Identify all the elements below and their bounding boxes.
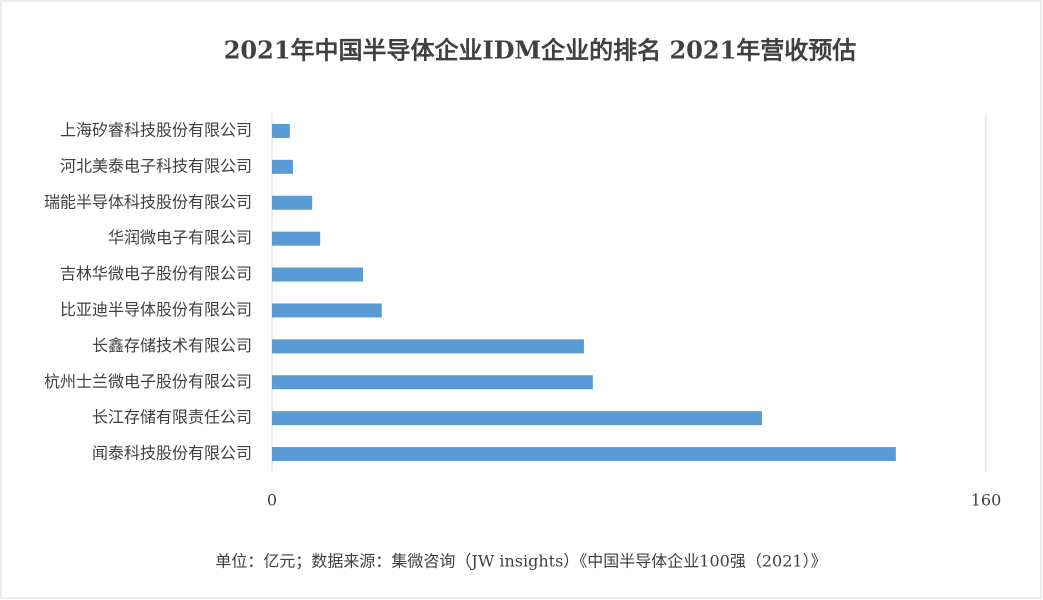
y-tick-label: 上海矽睿科技股份有限公司 [60,120,252,139]
y-tick-label: 河北美泰电子科技有限公司 [60,156,252,175]
y-tick-label: 长鑫存储技术有限公司 [92,336,252,355]
bar [272,447,896,462]
bar [272,303,382,318]
y-tick-label: 吉林华微电子股份有限公司 [60,264,252,283]
chart-title: 2021年中国半导体企业IDM企业的排名 2021年营收预估 [224,36,857,65]
bar [272,375,593,390]
y-tick-label: 比亚迪半导体股份有限公司 [60,300,252,319]
y-tick-label: 长江存储有限责任公司 [92,408,252,427]
bar [272,267,364,282]
bar [272,411,762,426]
y-tick-label: 杭州士兰微电子股份有限公司 [44,372,252,391]
bar [272,339,584,354]
note: 单位：亿元；数据来源：集微咨询（JW insights）《中国半导体企业100强… [215,552,826,571]
bar [272,231,321,246]
bar [272,123,290,138]
x-tick-label: 0 [267,491,277,510]
bar [272,159,293,174]
x-tick-label: 160 [971,491,1002,510]
bar [272,195,313,210]
y-tick-label: 闻泰科技股份有限公司 [92,444,252,463]
y-tick-label: 华润微电子有限公司 [108,228,252,247]
y-tick-label: 瑞能半导体科技股份有限公司 [44,192,252,211]
